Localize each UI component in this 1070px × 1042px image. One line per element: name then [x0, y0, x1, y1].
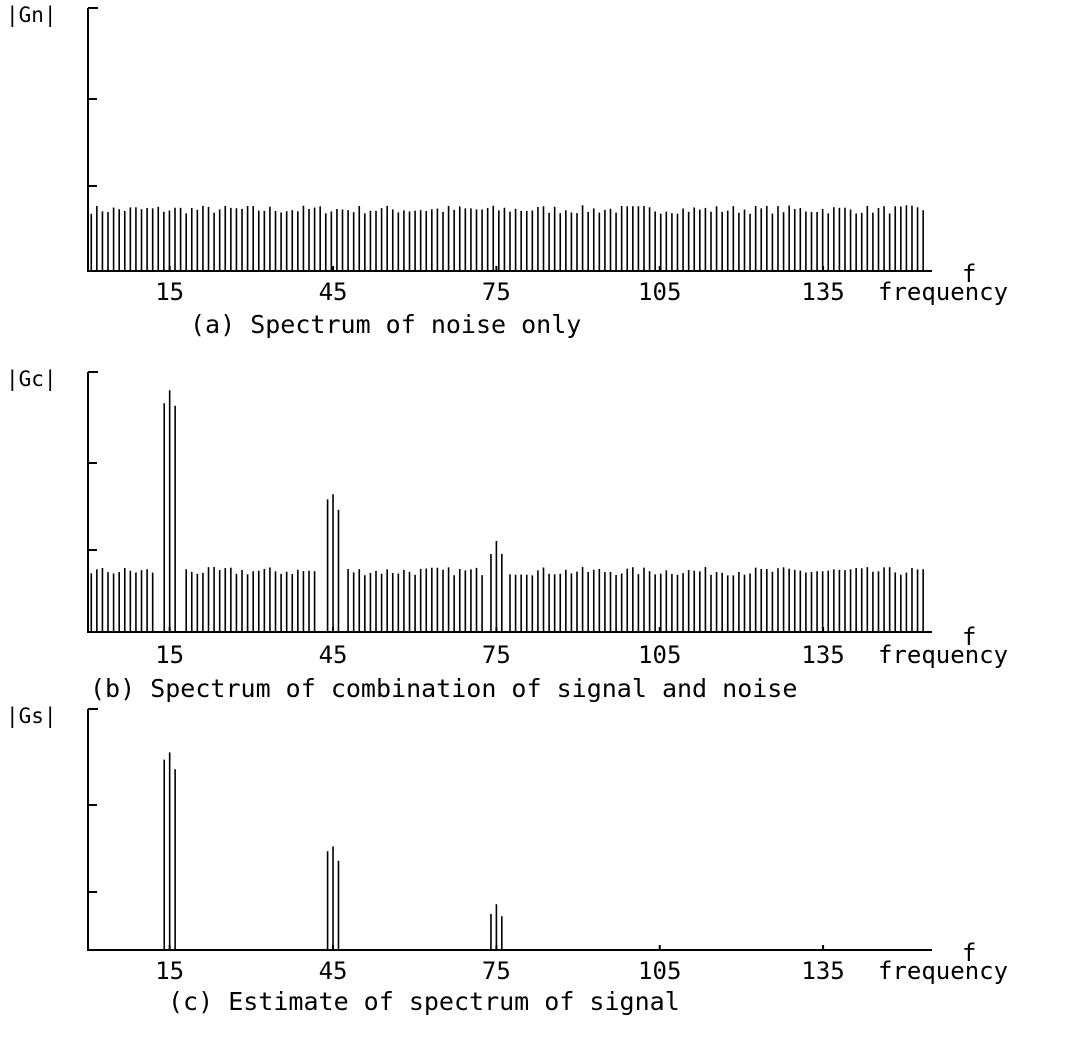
- x-axis-letter: f: [962, 623, 976, 651]
- panel-caption: (a) Spectrum of noise only: [190, 310, 581, 339]
- x-axis-letter: f: [962, 939, 976, 967]
- x-tick-label: 45: [319, 278, 348, 306]
- x-tick-label: 15: [155, 641, 184, 669]
- x-tick-label: 105: [638, 278, 681, 306]
- x-tick-label: 75: [482, 641, 511, 669]
- y-axis-label: |Gc|: [6, 367, 57, 392]
- y-axis-label: |Gn|: [6, 3, 57, 28]
- x-tick-label: 75: [482, 278, 511, 306]
- x-tick-label: 105: [638, 957, 681, 985]
- x-axis-label: frequency: [878, 641, 1008, 669]
- axis-lines: [87, 8, 932, 272]
- axis-lines: [87, 709, 932, 951]
- x-tick-label: 135: [801, 278, 844, 306]
- x-tick-label: 45: [319, 957, 348, 985]
- x-tick-label: 45: [319, 641, 348, 669]
- x-axis-label: frequency: [878, 278, 1008, 306]
- x-tick-label: 75: [482, 957, 511, 985]
- panel-caption: (c) Estimate of spectrum of signal: [168, 987, 680, 1016]
- y-axis-label: |Gs|: [6, 704, 57, 729]
- x-tick-label: 105: [638, 641, 681, 669]
- x-tick-label: 15: [155, 278, 184, 306]
- x-tick-label: 15: [155, 957, 184, 985]
- x-axis-letter: f: [962, 260, 976, 288]
- x-tick-label: 135: [801, 641, 844, 669]
- panel-caption: (b) Spectrum of combination of signal an…: [90, 674, 797, 703]
- x-axis-label: frequency: [878, 957, 1008, 985]
- x-tick-label: 135: [801, 957, 844, 985]
- axis-lines: [87, 372, 932, 633]
